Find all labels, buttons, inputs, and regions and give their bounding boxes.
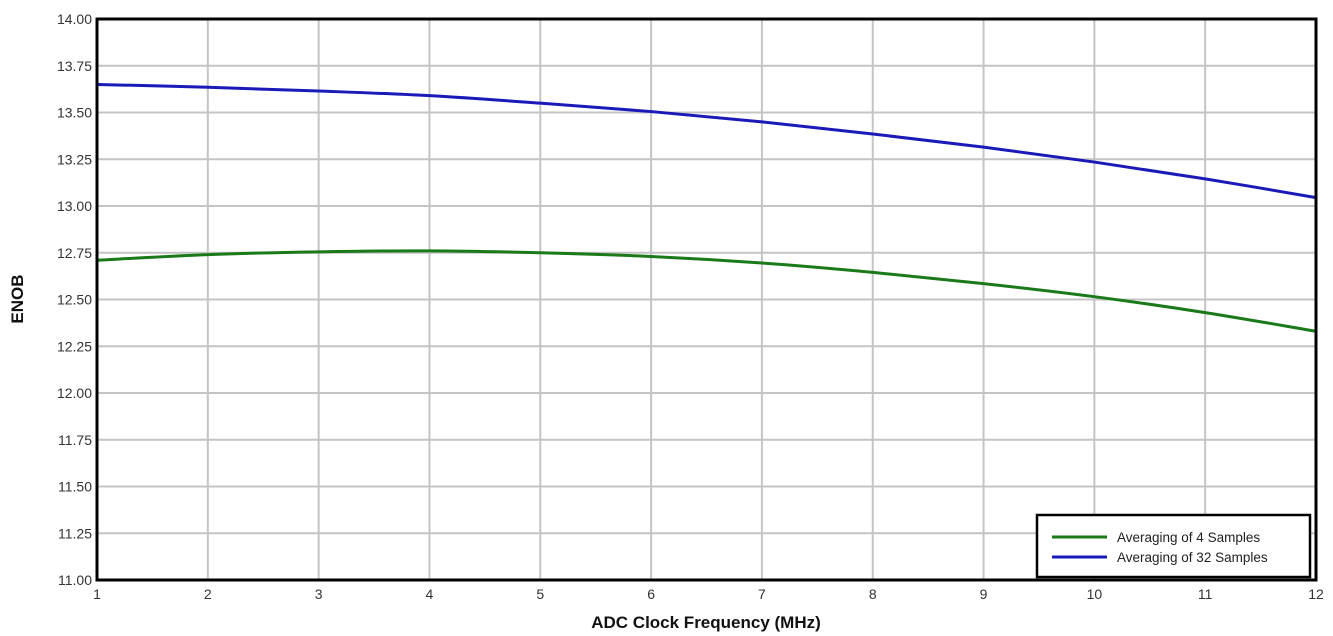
plot-border xyxy=(95,17,1318,582)
x-tick-label: 6 xyxy=(647,586,655,602)
series-lines xyxy=(96,82,1317,333)
y-tick-label: 14.00 xyxy=(57,11,92,27)
y-tick-label: 12.75 xyxy=(57,245,92,261)
x-tick-label: 7 xyxy=(758,586,766,602)
y-tick-label: 11.50 xyxy=(58,479,92,495)
x-tick-label: 4 xyxy=(426,586,434,602)
y-tick-labels: 11.00 11.25 11.50 11.75 12.00 12.25 12.50 12.75… xyxy=(57,11,92,588)
series-line-1 xyxy=(96,82,1317,200)
x-tick-label: 11 xyxy=(1198,586,1213,602)
x-tick-label: 2 xyxy=(204,586,212,602)
y-axis-title: ENOB xyxy=(8,274,27,323)
x-tick-label: 3 xyxy=(315,586,323,602)
x-tick-label: 10 xyxy=(1087,586,1103,602)
y-tick-label: 13.25 xyxy=(57,151,92,167)
legend-box xyxy=(1035,513,1312,579)
legend: Averaging of 4 Samples Averaging of 32 S… xyxy=(1035,513,1312,579)
y-tick-label: 12.50 xyxy=(57,292,92,308)
series-line-0 xyxy=(96,249,1317,333)
y-tick-label: 11.25 xyxy=(58,525,92,541)
x-tick-label: 9 xyxy=(980,586,988,602)
x-tick-label: 1 xyxy=(93,586,101,602)
y-tick-label: 12.25 xyxy=(57,338,92,354)
x-tick-label: 8 xyxy=(869,586,877,602)
x-tick-label: 12 xyxy=(1308,586,1324,602)
x-axis-title: ADC Clock Frequency (MHz) xyxy=(591,613,821,632)
y-tick-label: 13.75 xyxy=(57,58,92,74)
y-tick-label: 13.50 xyxy=(57,105,92,121)
x-tick-labels: 1 2 3 4 5 6 7 8 9 10 11 12 xyxy=(93,586,1324,602)
y-tick-label: 12.00 xyxy=(57,385,92,401)
y-tick-label: 13.00 xyxy=(57,198,92,214)
y-tick-label: 11.75 xyxy=(58,432,92,448)
legend-label-32-samples: Averaging of 32 Samples xyxy=(1117,550,1268,565)
legend-label-4-samples: Averaging of 4 Samples xyxy=(1117,530,1260,545)
y-tick-label: 11.00 xyxy=(58,572,92,588)
x-tick-label: 5 xyxy=(536,586,544,602)
